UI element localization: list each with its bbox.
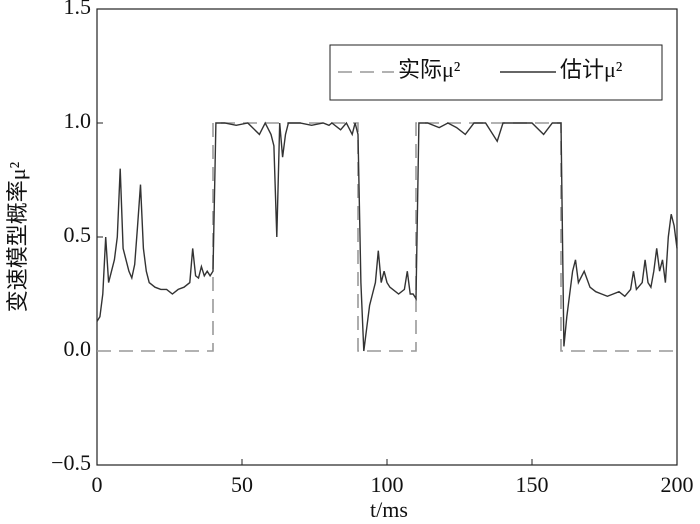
legend-label: 估计μ² xyxy=(560,57,623,82)
y-tick-label: 0.5 xyxy=(64,222,92,247)
x-tick-label: 50 xyxy=(231,472,253,497)
x-tick-label: 200 xyxy=(661,472,694,497)
x-tick-label: 0 xyxy=(92,472,103,497)
y-tick-label: 1.0 xyxy=(64,108,92,133)
legend-label: 实际μ² xyxy=(398,57,461,82)
y-tick-label: 0.0 xyxy=(64,336,92,361)
series-line xyxy=(97,122,677,352)
x-tick-label: 150 xyxy=(516,472,549,497)
y-axis-label: 变速模型概率μ² xyxy=(5,161,30,312)
y-tick-label: −0.5 xyxy=(51,450,91,475)
x-tick-label: 100 xyxy=(371,472,404,497)
y-tick-label: 1.5 xyxy=(64,0,92,19)
x-axis-label: t/ms xyxy=(370,497,408,522)
series-line xyxy=(96,121,678,352)
